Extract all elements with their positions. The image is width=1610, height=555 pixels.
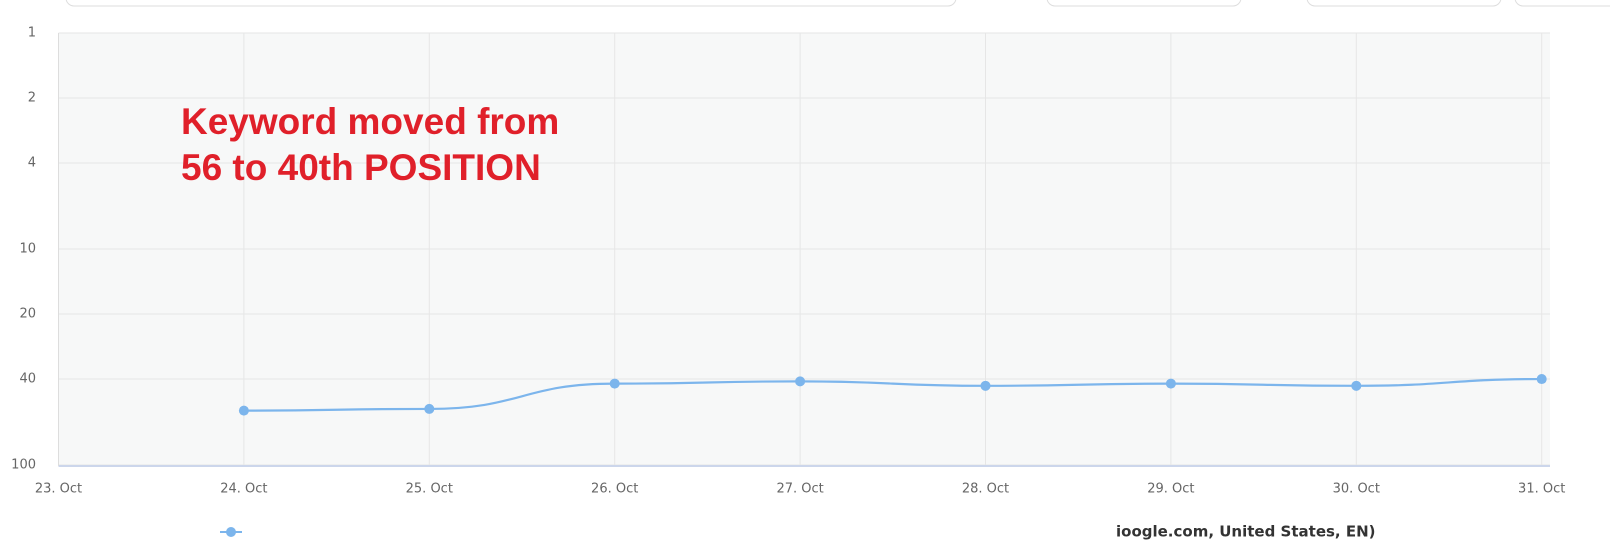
x-tick-label: 29. Oct bbox=[1147, 482, 1194, 497]
x-tick-label: 24. Oct bbox=[220, 482, 267, 497]
x-tick-label: 23. Oct bbox=[35, 482, 82, 497]
dropdown[interactable] bbox=[1514, 0, 1610, 7]
y-tick-label: 100 bbox=[11, 458, 36, 473]
dropdown[interactable] bbox=[1046, 0, 1242, 7]
y-tick-label: 2 bbox=[28, 91, 36, 106]
x-tick-label: 27. Oct bbox=[776, 482, 823, 497]
y-tick-label: 10 bbox=[19, 242, 36, 257]
data-point bbox=[238, 405, 249, 416]
y-tick-label: 40 bbox=[19, 372, 36, 387]
x-tick-label: 26. Oct bbox=[591, 482, 638, 497]
data-point bbox=[609, 378, 620, 389]
series-line bbox=[243, 377, 1542, 412]
y-tick-label: 20 bbox=[19, 307, 36, 322]
annotation: 56 to 40th POSITION bbox=[181, 147, 541, 188]
search-field[interactable] bbox=[65, 0, 957, 7]
data-point bbox=[424, 403, 435, 414]
legend-label: ioogle.com, United States, EN) bbox=[1116, 523, 1376, 541]
x-tick-label: 30. Oct bbox=[1333, 482, 1380, 497]
legend-marker bbox=[226, 527, 236, 537]
y-tick-label: 4 bbox=[28, 156, 36, 171]
data-point bbox=[1536, 374, 1547, 385]
dropdown[interactable] bbox=[1306, 0, 1502, 7]
data-point bbox=[795, 376, 806, 387]
x-tick-label: 28. Oct bbox=[962, 482, 1009, 497]
data-point bbox=[1165, 378, 1176, 389]
data-point bbox=[980, 380, 991, 391]
annotation: Keyword moved from bbox=[181, 101, 559, 142]
x-tick-label: 31. Oct bbox=[1518, 482, 1565, 497]
y-tick-label: 1 bbox=[28, 26, 36, 41]
data-point bbox=[1351, 380, 1362, 391]
x-tick-label: 25. Oct bbox=[406, 482, 453, 497]
